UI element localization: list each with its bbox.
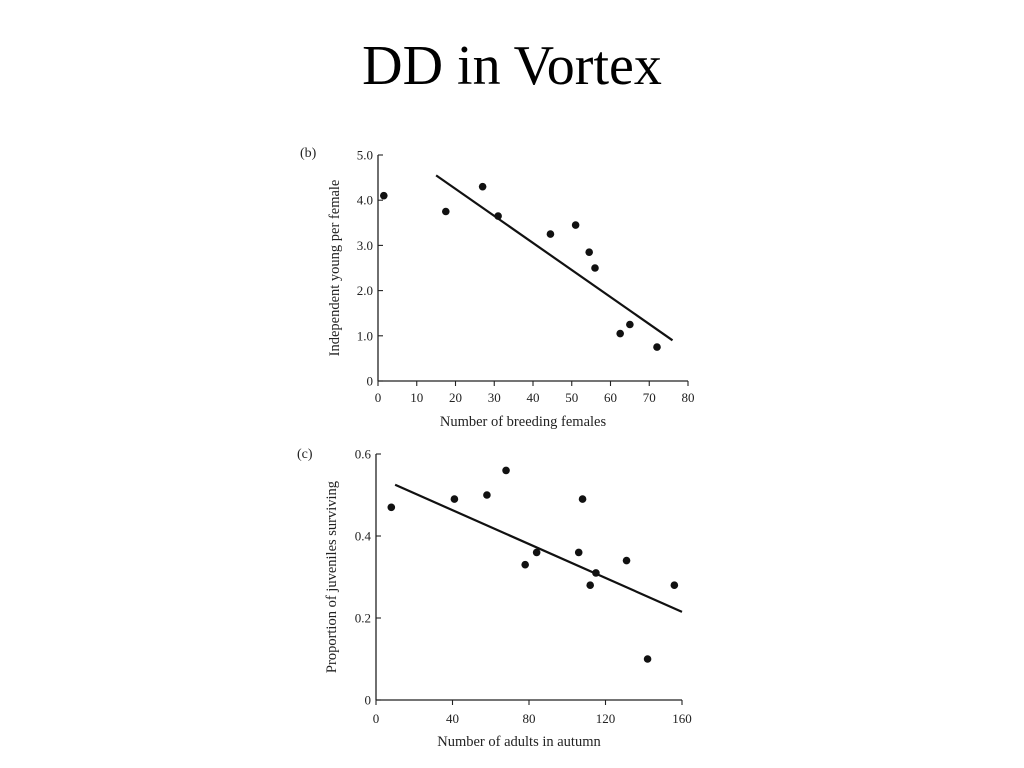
y-axis-title: Proportion of juveniles surviving xyxy=(324,481,340,673)
data-point xyxy=(586,581,594,589)
data-point xyxy=(571,221,580,229)
data-point xyxy=(643,655,652,663)
data-point xyxy=(616,329,624,338)
data-point xyxy=(653,343,661,351)
x-tick-label: 50 xyxy=(565,390,578,405)
data-point xyxy=(592,569,600,577)
y-axis-title: Independent young per female xyxy=(327,180,343,357)
data-point xyxy=(585,248,593,256)
data-point xyxy=(521,560,529,569)
data-point xyxy=(478,182,487,191)
panel-label: (b) xyxy=(300,146,317,161)
data-point xyxy=(626,320,634,329)
x-axis-title: Number of adults in autumn xyxy=(437,734,601,750)
y-tick-label: 0.6 xyxy=(355,447,372,462)
x-tick-label: 40 xyxy=(527,390,540,405)
x-tick-label: 0 xyxy=(375,390,382,405)
data-point xyxy=(574,548,583,557)
data-point xyxy=(578,495,587,503)
y-tick-label: 4.0 xyxy=(357,193,373,208)
x-tick-label: 10 xyxy=(410,390,423,405)
data-point xyxy=(591,264,599,272)
x-tick-label: 70 xyxy=(643,390,656,405)
x-tick-label: 20 xyxy=(449,390,462,405)
data-point xyxy=(450,495,459,503)
panel-label: (c) xyxy=(297,447,313,462)
y-tick-label: 2.0 xyxy=(357,283,373,298)
data-point xyxy=(546,230,555,238)
y-tick-label: 0 xyxy=(367,374,374,389)
y-tick-label: 5.0 xyxy=(357,148,373,163)
data-point xyxy=(502,466,510,475)
data-point xyxy=(622,556,631,565)
data-point xyxy=(494,212,502,220)
y-tick-label: 0.2 xyxy=(355,611,371,626)
x-tick-label: 60 xyxy=(604,390,617,405)
data-point xyxy=(387,503,396,512)
data-point xyxy=(670,581,679,589)
x-axis-title: Number of breeding females xyxy=(440,414,607,430)
y-tick-label: 3.0 xyxy=(357,238,373,253)
x-tick-label: 80 xyxy=(523,711,536,726)
chart-panel-1: (b) 0 1.0 2.0 3.0 4.0 5.0 0 10 20 30 40 50 60 70 80 Numb… xyxy=(300,146,695,430)
trend-line xyxy=(394,483,683,613)
slide-title: DD in Vortex xyxy=(362,35,662,97)
x-tick-label: 30 xyxy=(488,390,501,405)
y-tick-label: 0 xyxy=(365,693,372,708)
data-point xyxy=(483,491,491,499)
data-point xyxy=(532,548,541,557)
x-tick-label: 80 xyxy=(682,390,695,405)
x-tick-label: 0 xyxy=(373,711,380,726)
x-tick-label: 40 xyxy=(446,711,459,726)
y-tick-label: 0.4 xyxy=(355,529,372,544)
data-point xyxy=(380,191,388,200)
chart-panel-2: (c) 0 0.2 0.4 0.6 0 40 80 120 160 Number of adults… xyxy=(297,447,692,751)
y-tick-label: 1.0 xyxy=(357,328,373,343)
data-point xyxy=(442,207,450,216)
trend-line xyxy=(435,174,674,342)
x-tick-label: 160 xyxy=(672,711,692,726)
x-tick-label: 120 xyxy=(596,711,616,726)
